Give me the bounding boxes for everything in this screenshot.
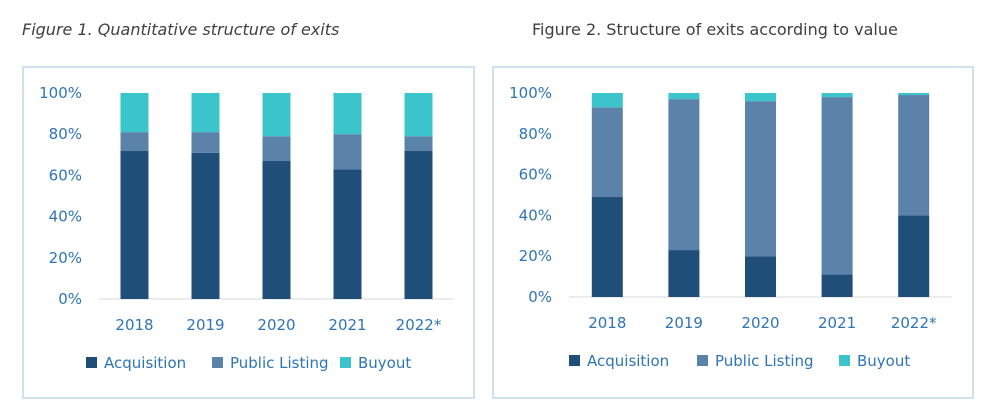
bar-public-listing-2020 [262, 136, 291, 161]
bar-buyout-2022 [404, 93, 433, 137]
bar-public-listing-2019 [191, 132, 220, 153]
legend-swatch-acquisition [86, 357, 97, 368]
y-tick-label: 0% [528, 288, 552, 306]
bar-buyout-2018 [591, 93, 623, 108]
bar-public-listing-2021 [821, 97, 853, 275]
y-tick-label: 100% [509, 84, 552, 102]
x-tick-label: 2021 [328, 316, 366, 334]
legend-label-public-listing: Public Listing [715, 352, 814, 370]
bar-buyout-2020 [262, 93, 291, 137]
legend-swatch-buyout [340, 357, 351, 368]
chart-2-svg: 0% 20% 40% 60% 80% 100% 2018 2019 2020 2021 2022* A… [509, 84, 952, 370]
x-tick-label: 2020 [741, 314, 779, 332]
legend-swatch-public-listing [697, 355, 708, 366]
chart-2-frame: 0% 20% 40% 60% 80% 100% 2018 2019 2020 2021 2022* A… [492, 66, 974, 399]
bar-acquisition-2019 [191, 152, 220, 299]
x-tick-label: 2020 [257, 316, 295, 334]
bar-public-listing-2018 [120, 132, 149, 151]
figure-2-title: Figure 2. Structure of exits according t… [532, 20, 898, 39]
legend-label-acquisition: Acquisition [104, 354, 186, 372]
bar-buyout-2021 [333, 93, 362, 135]
legend-swatch-acquisition [569, 355, 580, 366]
legend-label-acquisition: Acquisition [587, 352, 669, 370]
y-tick-label: 60% [49, 166, 82, 184]
y-tick-label: 80% [49, 125, 82, 143]
x-tick-label: 2018 [115, 316, 153, 334]
bar-buyout-2022 [898, 93, 930, 96]
legend-label-buyout: Buyout [857, 352, 910, 370]
bar-acquisition-2022 [898, 215, 930, 297]
y-tick-label: 40% [519, 206, 552, 224]
legend-label-public-listing: Public Listing [230, 354, 329, 372]
bar-public-listing-2022 [404, 136, 433, 151]
legend-label-buyout: Buyout [358, 354, 411, 372]
y-tick-label: 20% [519, 247, 552, 265]
bar-public-listing-2021 [333, 134, 362, 170]
y-tick-label: 80% [519, 125, 552, 143]
x-tick-label: 2021 [818, 314, 856, 332]
bar-acquisition-2018 [120, 150, 149, 299]
bar-acquisition-2020 [262, 160, 291, 299]
y-tick-label: 40% [49, 208, 82, 226]
bar-buyout-2018 [120, 93, 149, 133]
bar-public-listing-2019 [668, 99, 700, 251]
bar-acquisition-2019 [668, 250, 700, 297]
bar-buyout-2021 [821, 93, 853, 98]
y-tick-label: 100% [39, 84, 82, 102]
bar-acquisition-2018 [591, 197, 623, 297]
bar-acquisition-2021 [333, 169, 362, 299]
x-tick-label: 2022* [891, 314, 937, 332]
figure-1-title: Figure 1. Quantitative structure of exit… [22, 20, 340, 39]
bar-acquisition-2020 [745, 256, 776, 297]
y-tick-label: 0% [58, 290, 82, 308]
bar-buyout-2019 [668, 93, 700, 100]
legend-swatch-buyout [839, 355, 850, 366]
bar-acquisition-2021 [821, 274, 853, 297]
bar-public-listing-2018 [591, 107, 623, 198]
bar-buyout-2019 [191, 93, 220, 133]
x-tick-label: 2022* [396, 316, 442, 334]
x-tick-label: 2019 [186, 316, 224, 334]
legend-swatch-public-listing [212, 357, 223, 368]
bar-acquisition-2022 [404, 150, 433, 299]
x-tick-label: 2019 [665, 314, 703, 332]
bar-buyout-2020 [745, 93, 776, 102]
bar-public-listing-2022 [898, 95, 930, 216]
chart-1-svg: 0% 20% 40% 60% 80% 100% 2018 2019 2020 2021 2022* A… [39, 84, 454, 372]
y-tick-label: 20% [49, 249, 82, 267]
chart-1-frame: 0% 20% 40% 60% 80% 100% 2018 2019 2020 2021 2022* A… [22, 66, 475, 399]
x-tick-label: 2018 [588, 314, 626, 332]
y-tick-label: 60% [519, 166, 552, 184]
bar-public-listing-2020 [745, 101, 776, 257]
